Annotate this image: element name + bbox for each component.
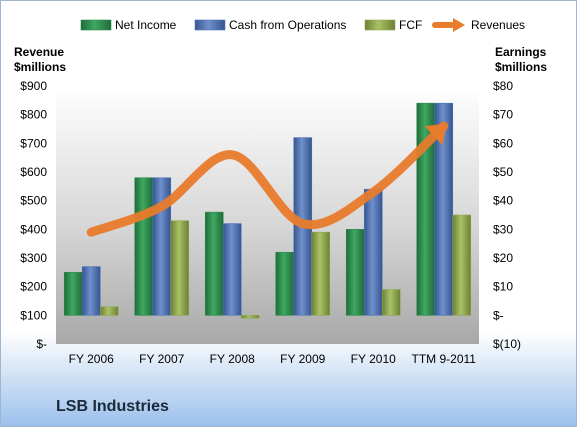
legend-label-net-income: Net Income xyxy=(115,18,177,32)
bar-net-income-3 xyxy=(204,211,224,316)
right-tick-label: $60 xyxy=(493,136,513,150)
left-tick-label: $200 xyxy=(20,280,47,294)
bar-net-income-2 xyxy=(134,177,154,316)
left-tick-label: $300 xyxy=(20,251,47,265)
right-tick-label: $70 xyxy=(493,108,513,122)
bar-cash-from-operations-6 xyxy=(434,102,454,316)
bar-net-income-1 xyxy=(63,272,83,316)
bars xyxy=(63,102,472,319)
legend-swatch-net-income xyxy=(80,19,112,31)
legend-label-cash-from-operations: Cash from Operations xyxy=(229,18,346,32)
bar-fcf-5 xyxy=(381,289,401,316)
legend-swatch-fcf xyxy=(364,19,396,31)
bar-net-income-4 xyxy=(275,251,295,316)
bar-fcf-3 xyxy=(240,315,260,319)
right-tick-label: $- xyxy=(493,308,504,322)
x-tick-label: FY 2010 xyxy=(351,352,396,366)
right-axis-title-line2: $millions xyxy=(495,60,547,74)
bar-fcf-4 xyxy=(311,231,331,316)
legend-label-fcf: FCF xyxy=(399,18,422,32)
left-tick-label: $500 xyxy=(20,194,47,208)
bar-cash-from-operations-1 xyxy=(81,266,101,316)
left-axis-ticks: $- $100 $200 $300 $400 $500 $600 $700 $800 $900 xyxy=(20,79,47,351)
legend-swatch-cash-from-operations xyxy=(194,19,226,31)
x-axis-ticks: FY 2006 FY 2007 FY 2008 FY 2009 FY 2010 TTM 9… xyxy=(69,352,477,366)
right-tick-label: $50 xyxy=(493,165,513,179)
left-tick-label: $900 xyxy=(20,79,47,93)
left-tick-label: $800 xyxy=(20,108,47,122)
bar-cash-from-operations-5 xyxy=(363,188,383,316)
right-tick-label: $(10) xyxy=(493,337,521,351)
x-tick-label: TTM 9-2011 xyxy=(412,352,477,366)
right-tick-label: $40 xyxy=(493,194,513,208)
plot-area xyxy=(56,86,479,344)
bar-fcf-2 xyxy=(170,220,190,316)
bar-fcf-1 xyxy=(99,306,119,316)
x-tick-label: FY 2007 xyxy=(139,352,184,366)
bar-net-income-5 xyxy=(345,229,365,316)
left-tick-label: $600 xyxy=(20,165,47,179)
company-name: LSB Industries xyxy=(56,398,169,415)
revenues-line-group xyxy=(86,121,449,237)
bar-cash-from-operations-3 xyxy=(222,223,242,316)
revenues-arrowhead xyxy=(424,123,447,146)
right-tick-label: $30 xyxy=(493,222,513,236)
legend: Net Income Cash from Operations FCF Revenue… xyxy=(80,18,525,32)
right-axis-ticks: $(10) $- $10 $20 $30 $40 $50 $60 $70 $80 xyxy=(493,79,521,351)
left-tick-label: $400 xyxy=(20,222,47,236)
legend-label-revenues: Revenues xyxy=(471,18,525,32)
right-tick-label: $10 xyxy=(493,280,513,294)
left-axis-title-line2: $millions xyxy=(14,60,66,74)
right-tick-label: $80 xyxy=(493,79,513,93)
left-tick-label: $700 xyxy=(20,136,47,150)
right-tick-label: $20 xyxy=(493,251,513,265)
right-axis-title-line1: Earnings xyxy=(495,45,547,59)
left-tick-label: $100 xyxy=(20,308,47,322)
x-tick-label: FY 2006 xyxy=(69,352,114,366)
x-tick-label: FY 2008 xyxy=(210,352,255,366)
bar-fcf-6 xyxy=(452,214,472,316)
left-axis-title-line1: Revenue xyxy=(14,45,64,59)
legend-swatch-revenues-arrow xyxy=(453,18,465,32)
revenues-line xyxy=(86,121,449,237)
left-tick-label: $- xyxy=(36,337,47,351)
x-tick-label: FY 2009 xyxy=(280,352,325,366)
